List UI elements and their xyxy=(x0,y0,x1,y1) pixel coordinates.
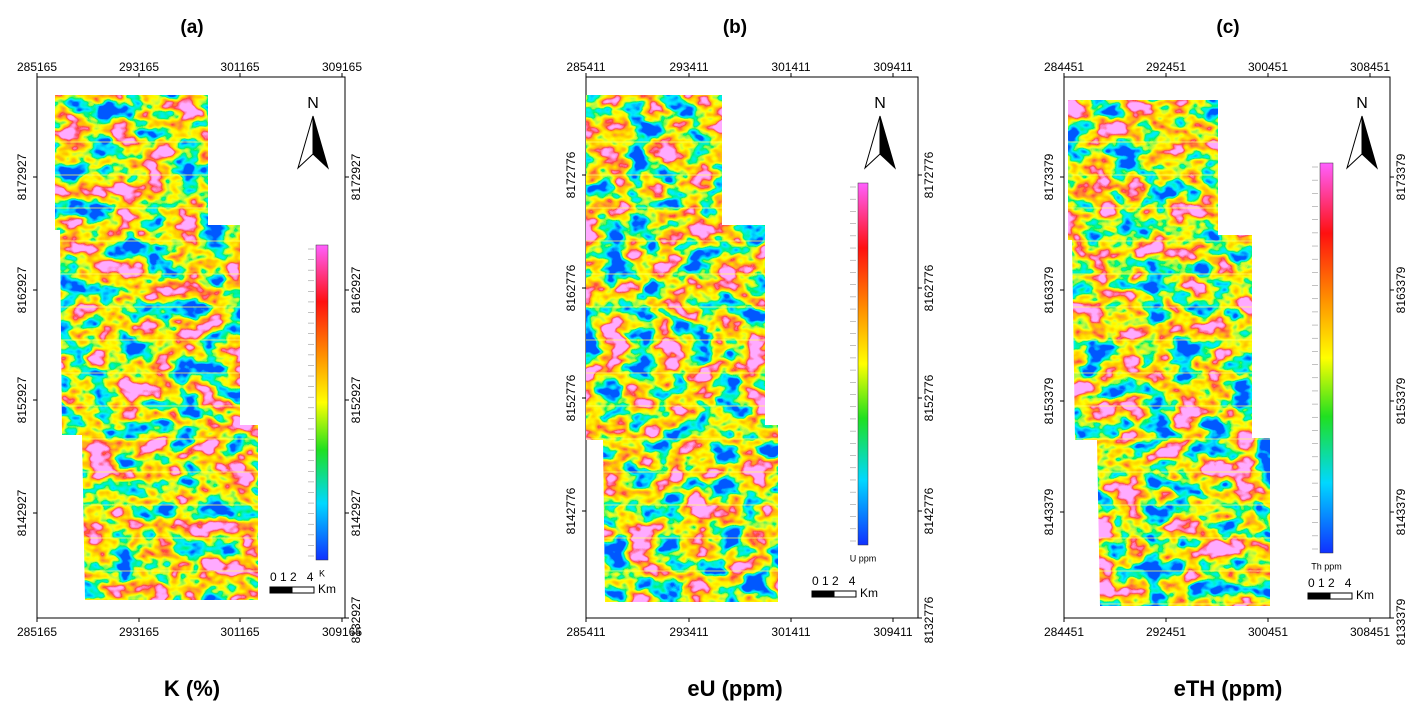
panel-label: (b) xyxy=(723,17,747,38)
panel-title: eU (ppm) xyxy=(687,676,782,701)
y-tick-label: 8143379 xyxy=(1394,488,1408,535)
y-tick-label: 8152776 xyxy=(564,374,578,421)
legend-label: K xyxy=(319,568,325,578)
x-tick-label: 292451 xyxy=(1146,60,1186,74)
y-tick-label: 8143379 xyxy=(1042,488,1056,535)
panel-title: K (%) xyxy=(164,676,220,701)
north-arrow xyxy=(1361,115,1378,170)
x-tick-label: 301411 xyxy=(771,60,810,74)
y-tick-label: 8163379 xyxy=(1042,266,1056,313)
x-tick-label: 301165 xyxy=(220,625,259,639)
legend-label: U ppm xyxy=(850,553,877,563)
map-frame xyxy=(36,76,346,619)
y-tick-label: 8162927 xyxy=(349,266,363,313)
y-tick-label: 8172776 xyxy=(922,151,936,198)
scale-bar xyxy=(1329,592,1353,600)
y-tick-label: 8152927 xyxy=(349,376,363,423)
map-raster xyxy=(1068,100,1270,606)
y-tick-label: 8162776 xyxy=(922,264,936,311)
colorbar xyxy=(315,244,329,561)
scale-unit: Km xyxy=(1356,588,1374,602)
scale-numbers: 0 1 2 4 xyxy=(270,570,314,584)
y-tick-label: 8173379 xyxy=(1394,153,1408,200)
x-tick-label: 284451 xyxy=(1044,60,1084,74)
north-arrow xyxy=(312,115,329,170)
y-tick-label: 8162776 xyxy=(564,264,578,311)
x-tick-label: 285411 xyxy=(566,60,605,74)
y-tick-label: 8172776 xyxy=(564,151,578,198)
y-tick-label: 8133379 xyxy=(1394,598,1408,645)
x-tick-label: 309411 xyxy=(873,625,912,639)
panel-label: (c) xyxy=(1216,17,1239,38)
y-tick-label: 8142927 xyxy=(349,489,363,536)
legend-label: Th ppm xyxy=(1311,561,1342,571)
north-arrow xyxy=(879,115,896,170)
x-tick-label: 300451 xyxy=(1248,60,1288,74)
x-tick-label: 309411 xyxy=(873,60,912,74)
scale-unit: Km xyxy=(318,582,336,596)
x-tick-label: 309165 xyxy=(322,625,362,639)
y-tick-label: 8142776 xyxy=(922,487,936,534)
x-tick-label: 292451 xyxy=(1146,625,1186,639)
y-tick-label: 8142776 xyxy=(564,487,578,534)
map-raster xyxy=(55,95,258,600)
x-tick-label: 301165 xyxy=(220,60,259,74)
x-tick-label: 293165 xyxy=(119,60,159,74)
scale-unit: Km xyxy=(860,586,878,600)
x-tick-label: 308451 xyxy=(1350,60,1390,74)
panel-label: (a) xyxy=(180,17,203,38)
x-tick-label: 300451 xyxy=(1248,625,1288,639)
scale-numbers: 0 1 2 4 xyxy=(1308,576,1352,590)
y-tick-label: 8132927 xyxy=(349,596,363,643)
y-tick-label: 8132776 xyxy=(922,596,936,643)
map-frame xyxy=(1063,76,1391,619)
y-tick-label: 8152776 xyxy=(922,374,936,421)
scale-bar xyxy=(811,590,835,598)
x-tick-label: 285411 xyxy=(566,625,605,639)
north-arrow xyxy=(1346,115,1363,170)
y-tick-label: 8163379 xyxy=(1394,266,1408,313)
y-tick-label: 8152927 xyxy=(15,376,29,423)
y-tick-label: 8173379 xyxy=(1042,153,1056,200)
colorbar xyxy=(857,182,869,546)
x-tick-label: 301411 xyxy=(771,625,810,639)
north-arrow xyxy=(864,115,881,170)
x-tick-label: 293411 xyxy=(669,60,708,74)
y-tick-label: 8153379 xyxy=(1394,377,1408,424)
x-tick-label: 284451 xyxy=(1044,625,1084,639)
x-tick-label: 285165 xyxy=(17,625,57,639)
scale-bar xyxy=(269,586,293,594)
x-tick-label: 293411 xyxy=(669,625,708,639)
panel-title: eTH (ppm) xyxy=(1174,676,1283,701)
x-tick-label: 308451 xyxy=(1350,625,1390,639)
y-tick-label: 8172927 xyxy=(15,153,29,200)
scale-numbers: 0 1 2 4 xyxy=(812,574,856,588)
north-label: N xyxy=(1356,95,1368,112)
north-label: N xyxy=(874,95,886,112)
y-tick-label: 8172927 xyxy=(349,153,363,200)
scale-bar xyxy=(291,586,315,594)
x-tick-label: 285165 xyxy=(17,60,57,74)
north-arrow xyxy=(297,115,314,170)
scale-bar xyxy=(1307,592,1331,600)
colorbar xyxy=(1319,162,1334,554)
y-tick-label: 8162927 xyxy=(15,266,29,313)
north-label: N xyxy=(307,95,319,112)
x-tick-label: 293165 xyxy=(119,625,159,639)
scale-bar xyxy=(833,590,857,598)
y-tick-label: 8142927 xyxy=(15,489,29,536)
x-tick-label: 309165 xyxy=(322,60,362,74)
y-tick-label: 8153379 xyxy=(1042,377,1056,424)
